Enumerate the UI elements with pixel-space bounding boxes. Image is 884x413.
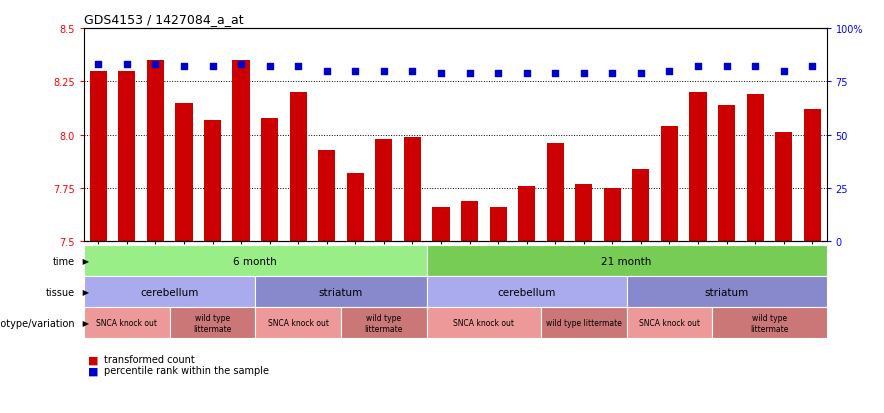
Point	[720, 64, 734, 71]
Point	[805, 64, 819, 71]
Bar	[690, 93, 706, 242]
Bar	[261, 118, 278, 242]
Bar	[804, 110, 821, 242]
Point	[548, 70, 562, 77]
Bar	[204, 120, 221, 242]
Point	[576, 70, 591, 77]
Text: ■: ■	[88, 366, 103, 375]
Text: SNCA knock out: SNCA knock out	[96, 319, 157, 328]
Point	[177, 64, 191, 71]
Point	[348, 68, 362, 75]
Point	[205, 64, 219, 71]
Bar	[89, 71, 107, 242]
Text: transformed count: transformed count	[104, 354, 195, 364]
Text: wild type littermate: wild type littermate	[545, 319, 621, 328]
Point	[491, 70, 505, 77]
Point	[263, 64, 277, 71]
Text: tissue: tissue	[46, 287, 75, 297]
Text: wild type
littermate: wild type littermate	[365, 313, 403, 333]
Bar	[546, 144, 564, 242]
Point	[634, 70, 648, 77]
Point	[691, 64, 705, 71]
Bar	[775, 133, 792, 242]
Bar	[318, 150, 335, 242]
Bar	[518, 186, 535, 242]
Text: GDS4153 / 1427084_a_at: GDS4153 / 1427084_a_at	[84, 13, 244, 26]
Bar	[376, 140, 392, 242]
Point	[291, 64, 305, 71]
Text: percentile rank within the sample: percentile rank within the sample	[104, 366, 270, 375]
Text: ▶: ▶	[80, 288, 88, 297]
Text: striatum: striatum	[319, 287, 363, 297]
Point	[777, 68, 791, 75]
Bar	[575, 184, 592, 242]
Text: wild type
littermate: wild type littermate	[751, 313, 789, 333]
Text: striatum: striatum	[705, 287, 749, 297]
Text: ▶: ▶	[80, 257, 88, 266]
Point	[662, 68, 676, 75]
Bar	[232, 61, 249, 242]
Text: SNCA knock out: SNCA knock out	[639, 319, 700, 328]
Text: SNCA knock out: SNCA knock out	[453, 319, 514, 328]
Bar	[118, 71, 135, 242]
Point	[91, 62, 105, 69]
Bar	[347, 173, 364, 242]
Text: wild type
littermate: wild type littermate	[194, 313, 232, 333]
Point	[606, 70, 620, 77]
Text: time: time	[53, 256, 75, 266]
Bar	[490, 208, 507, 242]
Text: ■: ■	[88, 354, 103, 364]
Point	[320, 68, 334, 75]
Text: ▶: ▶	[80, 319, 88, 328]
Text: 6 month: 6 month	[233, 256, 278, 266]
Bar	[632, 169, 650, 242]
Text: cerebellum: cerebellum	[498, 287, 556, 297]
Bar	[432, 208, 450, 242]
Point	[520, 70, 534, 77]
Bar	[147, 61, 164, 242]
Bar	[718, 105, 735, 242]
Bar	[604, 188, 621, 242]
Text: SNCA knock out: SNCA knock out	[268, 319, 329, 328]
Bar	[404, 138, 421, 242]
Point	[234, 62, 248, 69]
Bar	[461, 201, 478, 242]
Point	[119, 62, 133, 69]
Point	[748, 64, 762, 71]
Bar	[661, 127, 678, 242]
Bar	[175, 103, 193, 242]
Text: cerebellum: cerebellum	[141, 287, 199, 297]
Text: 21 month: 21 month	[601, 256, 652, 266]
Point	[406, 68, 420, 75]
Bar	[747, 95, 764, 242]
Bar	[290, 93, 307, 242]
Point	[434, 70, 448, 77]
Point	[377, 68, 391, 75]
Text: genotype/variation: genotype/variation	[0, 318, 75, 328]
Point	[149, 62, 163, 69]
Point	[462, 70, 476, 77]
